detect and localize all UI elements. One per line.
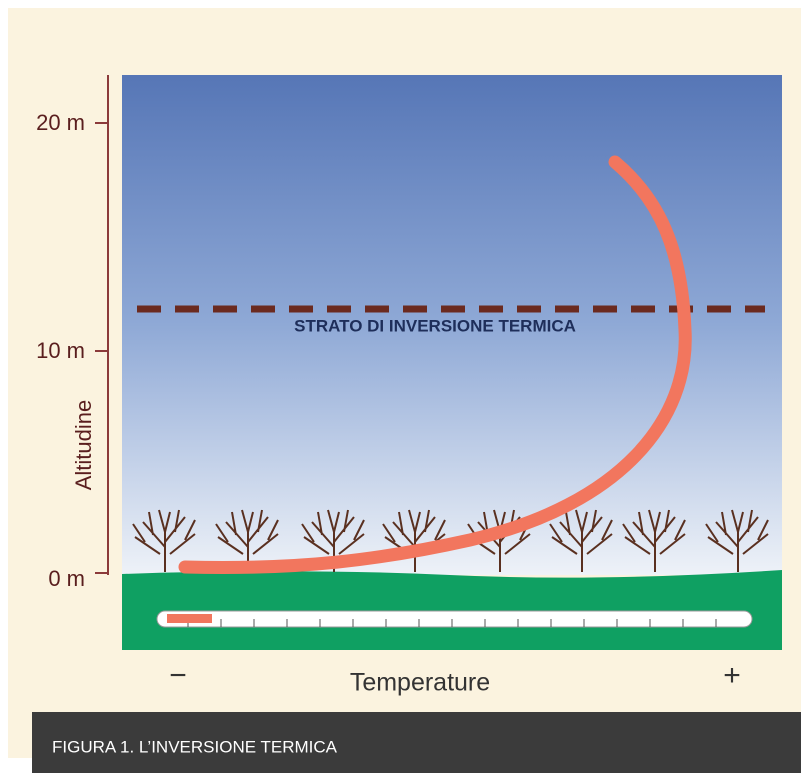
y-tick-label: 0 m: [48, 566, 85, 591]
ground: [122, 570, 782, 650]
layer-label: STRATO DI INVERSIONE TERMICA: [294, 316, 576, 335]
x-axis-title: Temperature: [350, 669, 490, 697]
y-axis-title: Altitudine: [71, 400, 96, 491]
x-max-label: +: [723, 659, 741, 692]
caption: FIGURA 1. L’INVERSIONE TERMICA: [52, 737, 338, 756]
thermometer: [157, 611, 752, 627]
y-tick-label: 10 m: [36, 338, 85, 363]
y-tick-label: 20 m: [36, 110, 85, 135]
x-min-label: −: [169, 659, 187, 692]
thermometer-level: [167, 614, 212, 623]
diagram: STRATO DI INVERSIONE TERMICA 20 m 10 m 0…: [0, 0, 801, 773]
